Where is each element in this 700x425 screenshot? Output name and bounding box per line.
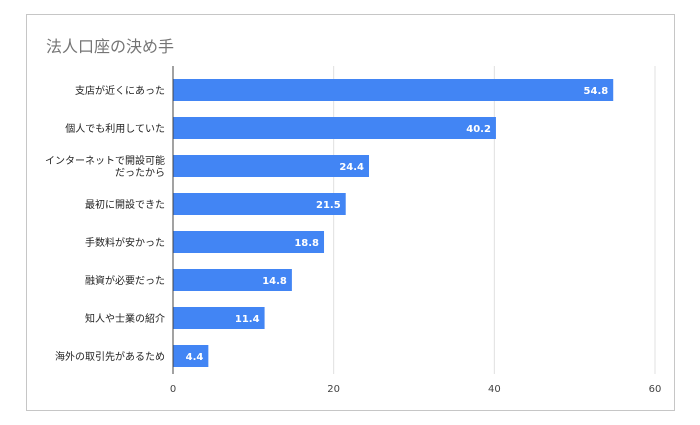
category-label: 知人や士業の紹介: [85, 312, 165, 325]
bar: [173, 117, 496, 139]
data-label: 14.8: [262, 276, 287, 287]
category-label: 融資が必要だった: [85, 274, 165, 287]
x-tick-label: 60: [649, 384, 662, 395]
category-label: インターネットで開設可能だったから: [45, 154, 165, 179]
data-label: 4.4: [186, 352, 204, 363]
chart-title: 法人口座の決め手: [46, 37, 175, 56]
x-tick-label: 40: [488, 384, 501, 395]
category-label: 海外の取引先があるため: [55, 350, 165, 363]
x-tick-label: 0: [170, 384, 176, 395]
category-label: 支店が近くにあった: [75, 84, 165, 97]
data-label: 21.5: [316, 200, 341, 211]
data-label: 18.8: [294, 238, 319, 249]
data-label: 11.4: [235, 314, 260, 325]
data-label: 54.8: [584, 86, 609, 97]
bar: [173, 269, 292, 291]
bar: [173, 307, 265, 329]
bar: [173, 231, 325, 253]
bar: [173, 193, 346, 215]
category-label: 手数料が安かった: [85, 236, 165, 249]
category-label: 個人でも利用していた: [65, 122, 165, 135]
x-tick-label: 20: [327, 384, 340, 395]
bar: [173, 155, 370, 177]
category-label: 最初に開設できた: [85, 198, 165, 211]
bar: [173, 79, 614, 101]
data-label: 40.2: [466, 124, 491, 135]
data-label: 24.4: [339, 162, 364, 173]
bar: [173, 345, 209, 367]
